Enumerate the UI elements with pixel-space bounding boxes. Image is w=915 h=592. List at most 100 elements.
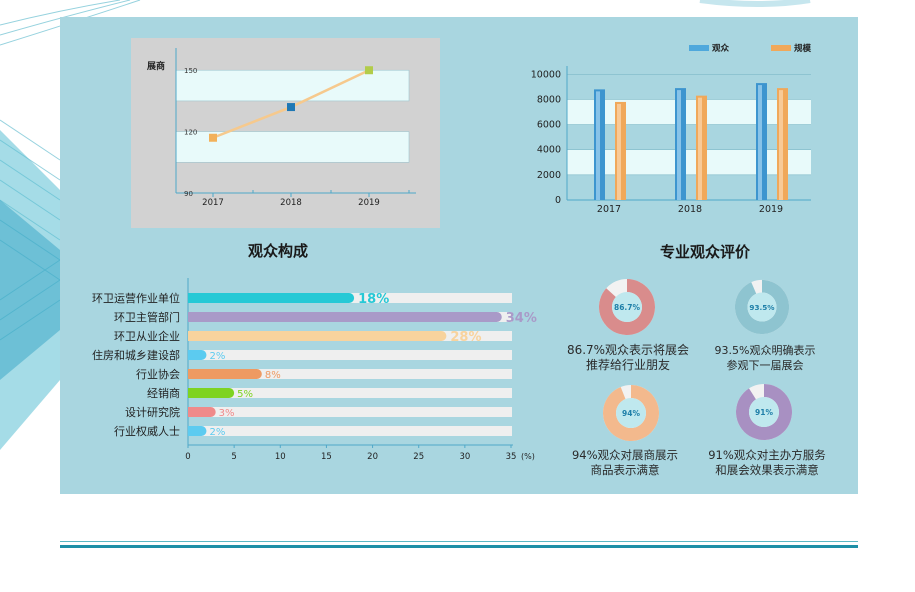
donut-chart-4: 91%: [736, 384, 792, 440]
hbar-category-label: 经销商: [147, 386, 180, 400]
hbar-xtick-label: 25: [413, 452, 424, 462]
legend-label-scale: 规模: [794, 43, 812, 54]
hbar-xtick-label: 10: [275, 452, 286, 462]
donut-caption-3-line1: 94%观众对展商展示: [571, 448, 679, 462]
hbar-value-label: 34%: [506, 311, 537, 326]
hbar-bar-cap: [188, 369, 194, 379]
legend-label-audience: 观众: [712, 43, 730, 54]
footer-divider-thin: [60, 541, 858, 542]
donut-caption-2-line2: 参观下一届展会: [726, 359, 804, 372]
donut-value-label: 91%: [755, 408, 773, 417]
donut-caption-2: 93.5%观众明确表示 参观下一届展会: [690, 343, 840, 373]
bar-highlight: [758, 85, 762, 200]
line-chart-ylabel: 展商: [147, 60, 165, 72]
donut-caption-4-line2: 和展会效果表示满意: [715, 463, 819, 477]
donut-value-label: 86.7%: [614, 303, 641, 312]
hbar-value-label: 28%: [450, 330, 481, 345]
exhibitor-line-chart: 90 120 150 2017 2018 2019 展商: [131, 38, 440, 228]
line-point-2018: [287, 103, 295, 112]
donut-caption-4: 91%观众对主办方服务 和展会效果表示满意: [692, 448, 842, 478]
donut-value-label: 94%: [622, 409, 640, 418]
hbar-value-label: 2%: [209, 351, 225, 362]
line-ytick-label: 120: [184, 129, 197, 137]
hbar-bar-cap: [188, 426, 194, 436]
line-xtick-label: 2019: [358, 198, 380, 208]
hbar-value-label: 5%: [237, 389, 253, 400]
hbar-category-label: 环卫运营作业单位: [92, 291, 180, 305]
bar-xtick-label: 2019: [759, 204, 783, 215]
hbar-bar-行业协会: [188, 369, 262, 379]
donut-chart-1: 86.7%: [599, 279, 655, 335]
line-ytick-label: 150: [184, 67, 197, 75]
evaluation-title: 专业观众评价: [660, 243, 751, 261]
composition-title: 观众构成: [248, 242, 309, 260]
line-xtick-label: 2017: [202, 198, 224, 208]
hbar-track: [188, 407, 512, 417]
donut-caption-1-line1: 86.7%观众表示将展会: [566, 343, 690, 357]
donut-caption-2-line1: 93.5%观众明确表示: [714, 344, 816, 357]
donut-chart-3: 94%: [603, 385, 659, 441]
bar-ytick-label: 6000: [537, 120, 561, 131]
donut-arc-86.7%: [599, 279, 655, 335]
hbar-category-label: 设计研究院: [125, 405, 180, 419]
hbar-xtick-label: 30: [459, 452, 470, 462]
hbar-xtick-label: 5: [231, 452, 236, 462]
hbar-x-unit: (%): [521, 452, 535, 461]
bar-ytick-label: 0: [555, 195, 561, 206]
donut-hole: [749, 397, 779, 427]
bar-highlight: [596, 91, 600, 200]
hbar-category-label: 住房和城乡建设部: [92, 348, 180, 362]
hbar-bar-设计研究院: [188, 407, 216, 417]
donut-arc-91%: [736, 384, 792, 440]
bar-highlight: [677, 90, 681, 200]
hbar-xtick-label: 20: [367, 452, 378, 462]
hbar-value-label: 8%: [265, 370, 281, 381]
hbar-track: [188, 388, 512, 398]
donut-hole: [616, 398, 646, 428]
hbar-bar-cap: [188, 293, 194, 303]
line-band-upper: [175, 69, 410, 102]
hbar-value-label: 2%: [209, 427, 225, 438]
bar-xtick-label: 2018: [678, 204, 702, 215]
audience-scale-bar-chart: 0 2000 4000 6000 8000 10000 2017 2018 2019 观众 规模: [531, 43, 812, 215]
line-xtick-label: 2018: [280, 198, 302, 208]
donut-value-label: 93.5%: [749, 303, 775, 312]
bar-highlight: [779, 90, 783, 200]
donut-caption-3-line2: 商品表示满意: [590, 463, 660, 477]
line-chart-plot: 90 120 150 2017 2018 2019: [175, 48, 416, 208]
hbar-category-label: 环卫从业企业: [114, 329, 180, 343]
hbar-bar-cap: [188, 388, 194, 398]
bar-band: [567, 149, 811, 175]
hbar-xtick-label: 0: [185, 452, 190, 462]
bar-highlight: [617, 103, 621, 200]
donut-caption-3: 94%观众对展商展示 商品表示满意: [550, 448, 700, 478]
bar-legend: 观众 规模: [689, 43, 812, 54]
hbar-bar-环卫主管部门: [188, 312, 502, 322]
bar-highlight: [698, 97, 702, 200]
donut-caption-1: 86.7%观众表示将展会 推荐给行业朋友: [553, 343, 703, 373]
footer-divider-thick: [60, 545, 858, 548]
hbar-category-label: 环卫主管部门: [114, 310, 180, 324]
hbar-bar-cap: [188, 350, 194, 360]
hbar-track: [188, 350, 512, 360]
donut-caption-1-line2: 推荐给行业朋友: [585, 358, 670, 372]
donut-arc-93.5%: [734, 279, 790, 335]
line-point-2019: [365, 66, 373, 75]
bar-ytick-label: 4000: [537, 145, 561, 156]
donut-caption-4-line1: 91%观众对主办方服务: [708, 448, 826, 462]
line-point-2017: [209, 133, 217, 142]
bar-xtick-label: 2017: [597, 204, 621, 215]
donut-arc-94%: [603, 385, 659, 441]
hbar-track: [188, 369, 512, 379]
hbar-category-label: 行业协会: [136, 367, 180, 381]
donut-hole: [747, 292, 777, 322]
hbar-bar-cap: [188, 331, 194, 341]
hbar-track: [188, 426, 512, 436]
bar-band: [567, 99, 811, 125]
hbar-value-label: 3%: [219, 408, 235, 419]
bar-ytick-label: 10000: [531, 69, 561, 80]
hbar-bar-经销商: [188, 388, 235, 398]
bar-ytick-label: 8000: [537, 94, 561, 105]
bar-chart-plot: 0 2000 4000 6000 8000 10000 2017 2018 2019: [531, 66, 811, 215]
